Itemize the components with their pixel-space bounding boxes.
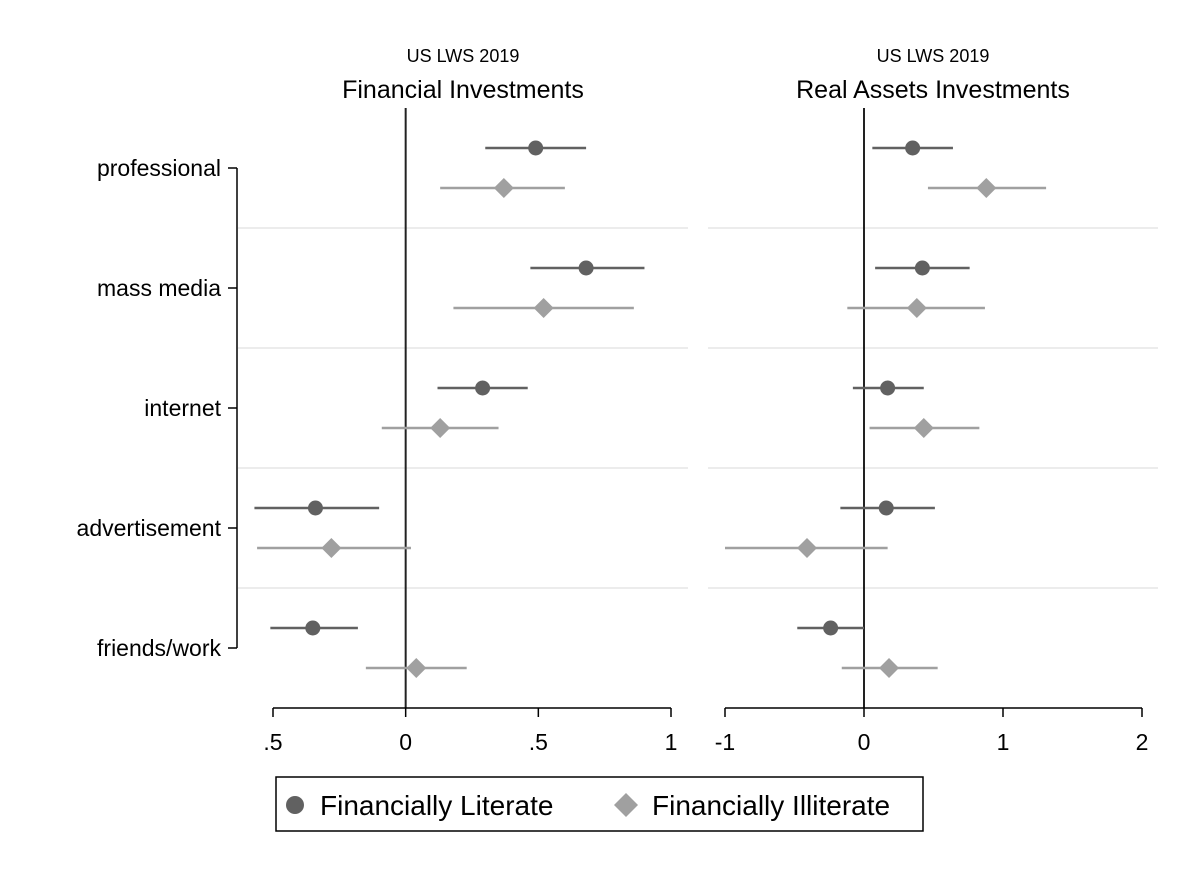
x-tick-label: .5 — [529, 729, 548, 755]
x-tick-label: .5 — [263, 729, 282, 755]
series-financially-illiterate — [725, 178, 1047, 678]
point-estimate — [528, 140, 544, 156]
point-estimate — [905, 140, 921, 156]
point-estimate — [879, 658, 900, 678]
legend-illiterate-marker — [614, 793, 638, 817]
point-estimate — [906, 298, 927, 318]
x-tick-label: 1 — [997, 729, 1010, 755]
point-estimate — [493, 178, 514, 198]
y-tick-label: advertisement — [77, 515, 222, 541]
point-estimate — [914, 260, 930, 276]
point-estimate — [406, 658, 427, 678]
panel-supertitle: US LWS 2019 — [407, 46, 520, 66]
x-tick-label: 0 — [399, 729, 412, 755]
point-estimate — [913, 418, 934, 438]
panel-real-assets: US LWS 2019 Real Assets Investments -1 0 1 2 — [708, 46, 1158, 755]
point-estimate — [797, 538, 818, 558]
point-estimate — [430, 418, 451, 438]
y-tick-label: friends/work — [97, 635, 221, 661]
series-financially-literate — [797, 140, 970, 636]
point-estimate — [533, 298, 554, 318]
panel-title: Financial Investments — [342, 76, 584, 104]
series-financially-illiterate — [257, 178, 634, 678]
point-estimate — [321, 538, 342, 558]
point-estimate — [305, 620, 321, 636]
legend-literate-marker — [286, 796, 304, 814]
series-financially-literate — [254, 140, 645, 636]
y-axis-labels: professional mass media internet advertisem… — [77, 155, 238, 661]
x-tick-label: -1 — [715, 729, 735, 755]
point-estimate — [578, 260, 594, 276]
point-estimate — [823, 620, 839, 636]
point-estimate — [307, 500, 323, 516]
point-estimate — [976, 178, 997, 198]
legend-illiterate-label: Financially Illiterate — [652, 790, 890, 821]
x-tick-label: 1 — [665, 729, 678, 755]
panel-supertitle: US LWS 2019 — [877, 46, 990, 66]
legend: Financially Literate Financially Illiter… — [275, 776, 924, 832]
legend-literate-label: Financially Literate — [320, 790, 553, 821]
point-estimate — [475, 380, 491, 396]
panel-financial: US LWS 2019 Financial Investments .5 0 .5 1 — [238, 46, 688, 755]
legend-box — [275, 776, 924, 832]
x-tick-label: 2 — [1136, 729, 1149, 755]
y-tick-label: internet — [144, 395, 221, 421]
y-tick-label: professional — [97, 155, 221, 181]
point-estimate — [878, 500, 894, 516]
x-tick-label: 0 — [858, 729, 871, 755]
point-estimate — [880, 380, 896, 396]
y-tick-label: mass media — [97, 275, 221, 301]
panel-title: Real Assets Investments — [796, 76, 1070, 104]
